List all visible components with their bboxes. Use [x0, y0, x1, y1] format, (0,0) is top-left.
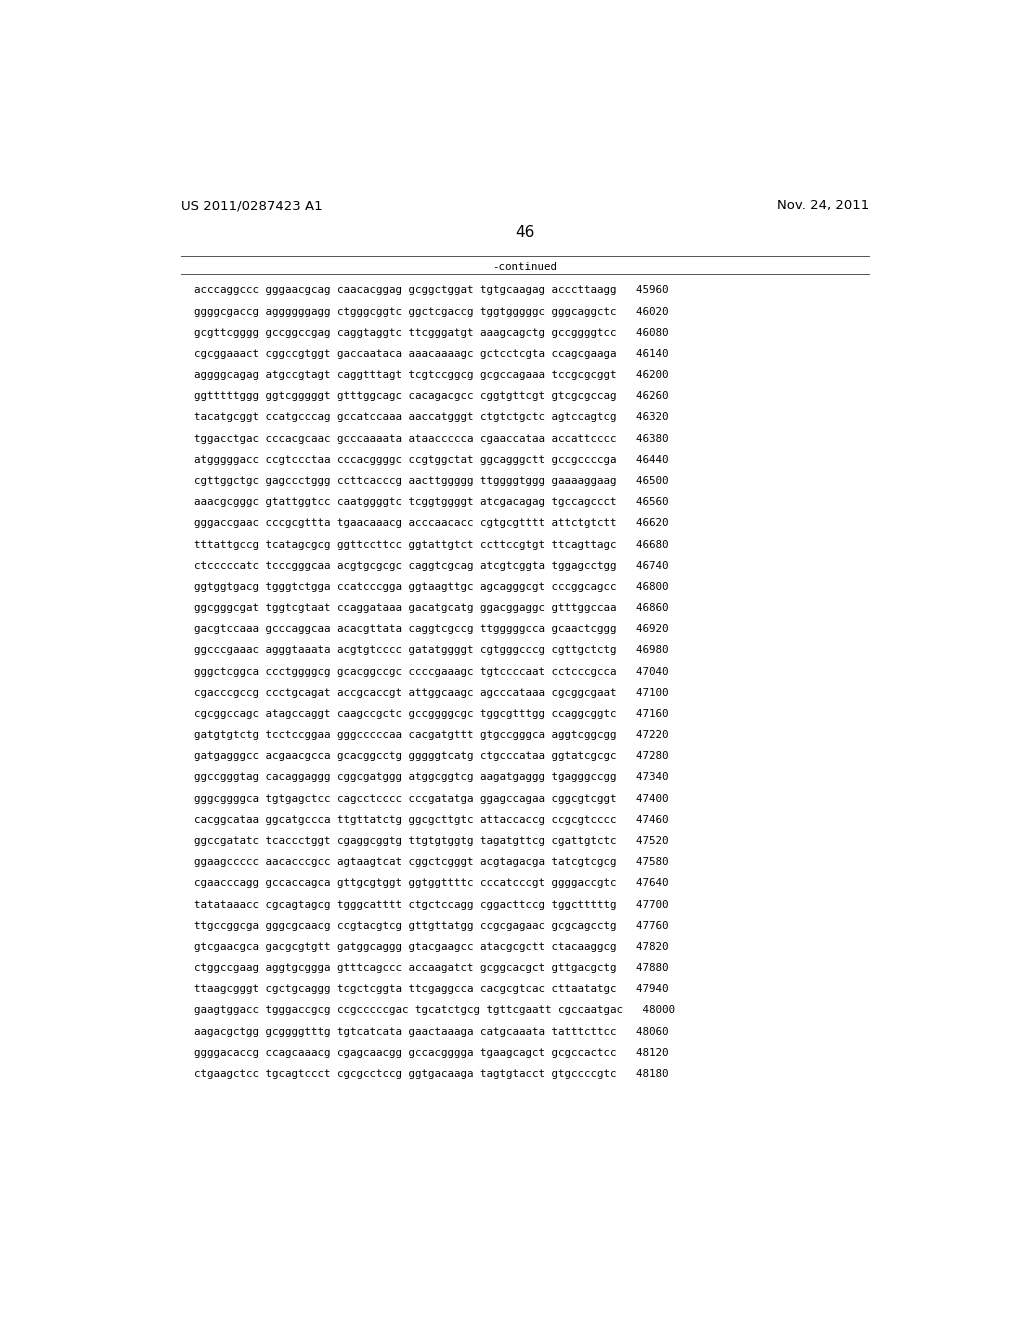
Text: gcgttcgggg gccggccgag caggtaggtc ttcgggatgt aaagcagctg gccggggtcc   46080: gcgttcgggg gccggccgag caggtaggtc ttcggga… [194, 327, 669, 338]
Text: ggggacaccg ccagcaaacg cgagcaacgg gccacgggga tgaagcagct gcgccactcc   48120: ggggacaccg ccagcaaacg cgagcaacgg gccacgg… [194, 1048, 669, 1057]
Text: ggccgatatc tcaccctggt cgaggcggtg ttgtgtggtg tagatgttcg cgattgtctc   47520: ggccgatatc tcaccctggt cgaggcggtg ttgtgtg… [194, 836, 669, 846]
Text: acccaggccc gggaacgcag caacacggag gcggctggat tgtgcaagag acccttaagg   45960: acccaggccc gggaacgcag caacacggag gcggctg… [194, 285, 669, 296]
Text: ggcccgaaac agggtaaata acgtgtcccc gatatggggt cgtgggcccg cgttgctctg   46980: ggcccgaaac agggtaaata acgtgtcccc gatatgg… [194, 645, 669, 656]
Text: gggctcggca ccctggggcg gcacggccgc ccccgaaagc tgtccccaat cctcccgcca   47040: gggctcggca ccctggggcg gcacggccgc ccccgaa… [194, 667, 669, 677]
Text: aggggcagag atgccgtagt caggtttagt tcgtccggcg gcgccagaaa tccgcgcggt   46200: aggggcagag atgccgtagt caggtttagt tcgtccg… [194, 370, 669, 380]
Text: ggccgggtag cacaggaggg cggcgatggg atggcggtcg aagatgaggg tgagggccgg   47340: ggccgggtag cacaggaggg cggcgatggg atggcgg… [194, 772, 669, 783]
Text: ggtttttggg ggtcgggggt gtttggcagc cacagacgcc cggtgttcgt gtcgcgccag   46260: ggtttttggg ggtcgggggt gtttggcagc cacagac… [194, 391, 669, 401]
Text: ggggcgaccg aggggggagg ctgggcggtc ggctcgaccg tggtgggggc gggcaggctc   46020: ggggcgaccg aggggggagg ctgggcggtc ggctcga… [194, 306, 669, 317]
Text: cgcggaaact cggccgtggt gaccaataca aaacaaaagc gctcctcgta ccagcgaaga   46140: cgcggaaact cggccgtggt gaccaataca aaacaaa… [194, 348, 669, 359]
Text: ttgccggcga gggcgcaacg ccgtacgtcg gttgttatgg ccgcgagaac gcgcagcctg   47760: ttgccggcga gggcgcaacg ccgtacgtcg gttgtta… [194, 921, 669, 931]
Text: Nov. 24, 2011: Nov. 24, 2011 [776, 199, 869, 213]
Text: US 2011/0287423 A1: US 2011/0287423 A1 [180, 199, 323, 213]
Text: 46: 46 [515, 224, 535, 240]
Text: tatataaacc cgcagtagcg tgggcatttt ctgctccagg cggacttccg tggctttttg   47700: tatataaacc cgcagtagcg tgggcatttt ctgctcc… [194, 899, 669, 909]
Text: atgggggacc ccgtccctaa cccacggggc ccgtggctat ggcagggctt gccgccccga   46440: atgggggacc ccgtccctaa cccacggggc ccgtggc… [194, 455, 669, 465]
Text: cgttggctgc gagccctggg ccttcacccg aacttggggg ttggggtggg gaaaaggaag   46500: cgttggctgc gagccctggg ccttcacccg aacttgg… [194, 477, 669, 486]
Text: ggtggtgacg tgggtctgga ccatcccgga ggtaagttgc agcagggcgt cccggcagcc   46800: ggtggtgacg tgggtctgga ccatcccgga ggtaagt… [194, 582, 669, 591]
Text: cacggcataa ggcatgccca ttgttatctg ggcgcttgtc attaccaccg ccgcgtcccc   47460: cacggcataa ggcatgccca ttgttatctg ggcgctt… [194, 814, 669, 825]
Text: ctggccgaag aggtgcggga gtttcagccc accaagatct gcggcacgct gttgacgctg   47880: ctggccgaag aggtgcggga gtttcagccc accaaga… [194, 964, 669, 973]
Text: gatgagggcc acgaacgcca gcacggcctg gggggtcatg ctgcccataa ggtatcgcgc   47280: gatgagggcc acgaacgcca gcacggcctg gggggtc… [194, 751, 669, 762]
Text: ctgaagctcc tgcagtccct cgcgcctccg ggtgacaaga tagtgtacct gtgccccgtc   48180: ctgaagctcc tgcagtccct cgcgcctccg ggtgaca… [194, 1069, 669, 1078]
Text: tggacctgac cccacgcaac gcccaaaata ataaccccca cgaaccataa accattcccc   46380: tggacctgac cccacgcaac gcccaaaata ataaccc… [194, 434, 669, 444]
Text: aagacgctgg gcggggtttg tgtcatcata gaactaaaga catgcaaata tatttcttcc   48060: aagacgctgg gcggggtttg tgtcatcata gaactaa… [194, 1027, 669, 1036]
Text: gggcggggca tgtgagctcc cagcctcccc cccgatatga ggagccagaa cggcgtcggt   47400: gggcggggca tgtgagctcc cagcctcccc cccgata… [194, 793, 669, 804]
Text: aaacgcgggc gtattggtcc caatggggtc tcggtggggt atcgacagag tgccagccct   46560: aaacgcgggc gtattggtcc caatggggtc tcggtgg… [194, 498, 669, 507]
Text: ttaagcgggt cgctgcaggg tcgctcggta ttcgaggcca cacgcgtcac cttaatatgc   47940: ttaagcgggt cgctgcaggg tcgctcggta ttcgagg… [194, 985, 669, 994]
Text: gacgtccaaa gcccaggcaa acacgttata caggtcgccg ttgggggcca gcaactcggg   46920: gacgtccaaa gcccaggcaa acacgttata caggtcg… [194, 624, 669, 634]
Text: ggaagccccc aacacccgcc agtaagtcat cggctcgggt acgtagacga tatcgtcgcg   47580: ggaagccccc aacacccgcc agtaagtcat cggctcg… [194, 857, 669, 867]
Text: gatgtgtctg tcctccggaa gggcccccaa cacgatgttt gtgccgggca aggtcggcgg   47220: gatgtgtctg tcctccggaa gggcccccaa cacgatg… [194, 730, 669, 741]
Text: tttattgccg tcatagcgcg ggttccttcc ggtattgtct ccttccgtgt ttcagttagc   46680: tttattgccg tcatagcgcg ggttccttcc ggtattg… [194, 540, 669, 549]
Text: gtcgaacgca gacgcgtgtt gatggcaggg gtacgaagcc atacgcgctt ctacaaggcg   47820: gtcgaacgca gacgcgtgtt gatggcaggg gtacgaa… [194, 942, 669, 952]
Text: tacatgcggt ccatgcccag gccatccaaa aaccatgggt ctgtctgctc agtccagtcg   46320: tacatgcggt ccatgcccag gccatccaaa aaccatg… [194, 412, 669, 422]
Text: cgaacccagg gccaccagca gttgcgtggt ggtggttttc cccatcccgt ggggaccgtc   47640: cgaacccagg gccaccagca gttgcgtggt ggtggtt… [194, 878, 669, 888]
Text: gggaccgaac cccgcgttta tgaacaaacg acccaacacc cgtgcgtttt attctgtctt   46620: gggaccgaac cccgcgttta tgaacaaacg acccaac… [194, 519, 669, 528]
Text: gaagtggacc tgggaccgcg ccgcccccgac tgcatctgcg tgttcgaatt cgccaatgac   48000: gaagtggacc tgggaccgcg ccgcccccgac tgcatc… [194, 1006, 675, 1015]
Text: ctcccccatc tcccgggcaa acgtgcgcgc caggtcgcag atcgtcggta tggagcctgg   46740: ctcccccatc tcccgggcaa acgtgcgcgc caggtcg… [194, 561, 669, 570]
Text: ggcgggcgat tggtcgtaat ccaggataaa gacatgcatg ggacggaggc gtttggccaa   46860: ggcgggcgat tggtcgtaat ccaggataaa gacatgc… [194, 603, 669, 612]
Text: cgcggccagc atagccaggt caagccgctc gccggggcgc tggcgtttgg ccaggcggtc   47160: cgcggccagc atagccaggt caagccgctc gccgggg… [194, 709, 669, 719]
Text: cgacccgccg ccctgcagat accgcaccgt attggcaagc agcccataaa cgcggcgaat   47100: cgacccgccg ccctgcagat accgcaccgt attggca… [194, 688, 669, 698]
Text: -continued: -continued [493, 263, 557, 272]
